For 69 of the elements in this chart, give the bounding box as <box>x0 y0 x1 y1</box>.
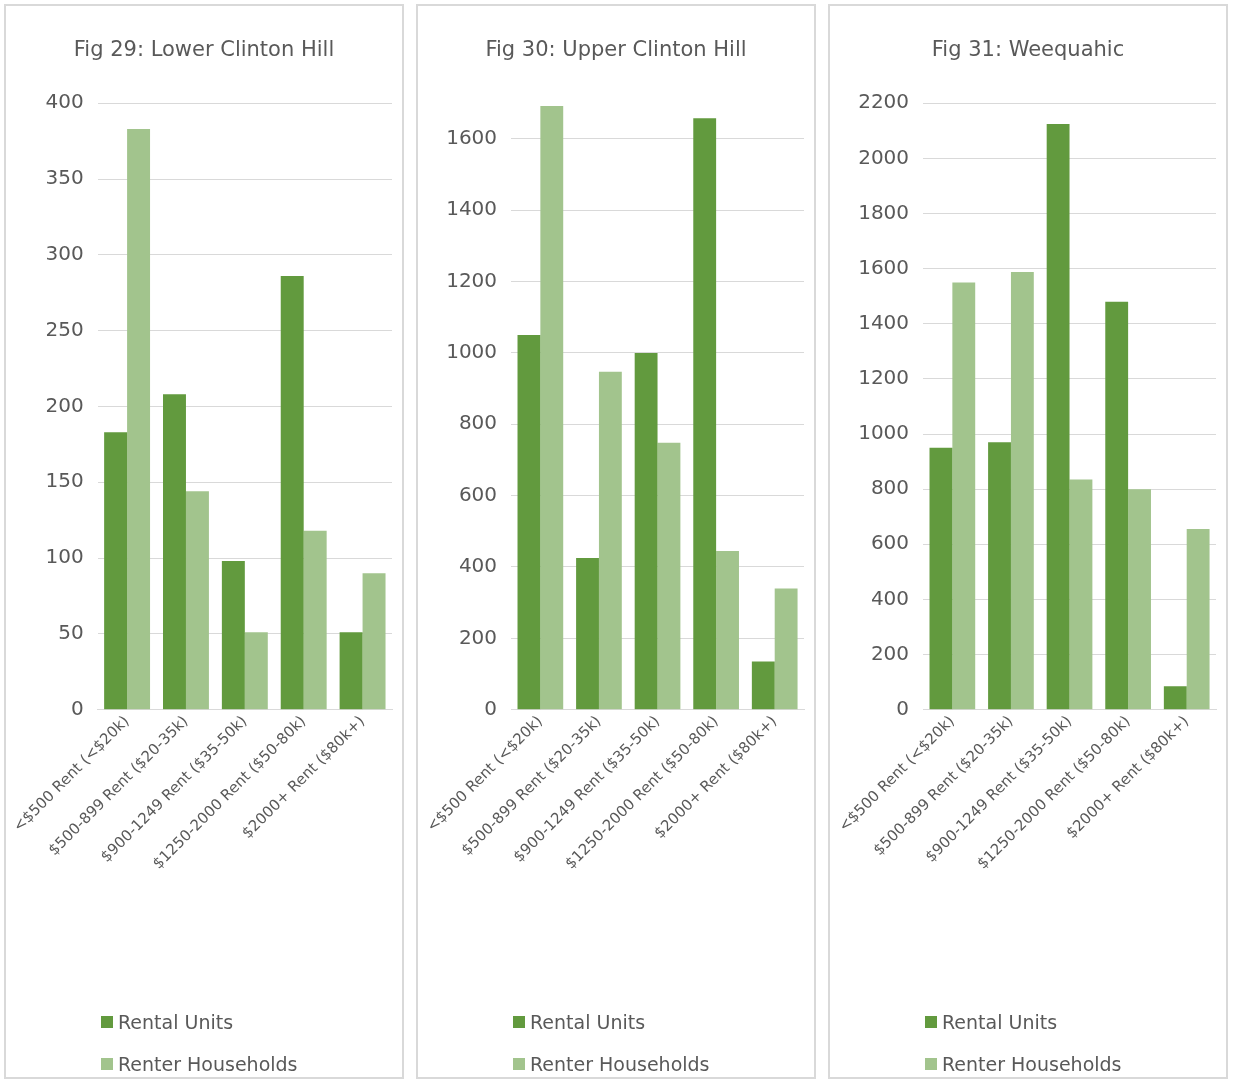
y-tick-label: 250 <box>45 316 84 341</box>
bar <box>1105 301 1129 710</box>
legend-label: Renter Households <box>942 1053 1122 1075</box>
legend-label: Rental Units <box>530 1011 646 1033</box>
legend-label: Rental Units <box>942 1011 1058 1033</box>
bar <box>517 335 541 710</box>
y-tick-label: 1600 <box>858 254 910 279</box>
bar <box>1010 271 1034 710</box>
bar <box>576 558 599 710</box>
bar <box>1186 529 1210 710</box>
bar <box>657 442 681 710</box>
bar <box>540 106 564 710</box>
chart-title: Fig 30: Upper Clinton Hill <box>485 37 747 62</box>
y-tick-label: 100 <box>45 544 84 569</box>
legend-label: Rental Units <box>118 1011 234 1033</box>
bar <box>104 432 128 710</box>
y-tick-label: 1000 <box>446 339 498 364</box>
y-tick-label: 1200 <box>446 267 498 292</box>
y-tick-label: 300 <box>45 241 84 266</box>
bar <box>1163 686 1187 710</box>
bar <box>127 128 151 710</box>
y-tick-label: 50 <box>58 620 84 645</box>
y-tick-label: 800 <box>870 475 910 500</box>
bar <box>1069 479 1093 710</box>
bar <box>339 632 363 710</box>
bar <box>244 632 268 710</box>
y-tick-label: 2000 <box>858 144 910 169</box>
bar <box>952 282 976 710</box>
bar <box>1046 123 1070 710</box>
y-tick-label: 0 <box>896 695 910 720</box>
y-tick-label: 1400 <box>858 309 910 334</box>
chart-title: Fig 29: Lower Clinton Hill <box>73 37 335 62</box>
bar <box>221 561 245 710</box>
y-tick-label: 350 <box>45 165 84 190</box>
bar <box>929 447 953 710</box>
y-tick-label: 400 <box>458 553 498 578</box>
y-tick-label: 200 <box>458 624 498 649</box>
y-tick-label: 600 <box>870 530 910 555</box>
bar <box>163 394 186 710</box>
y-tick-label: 400 <box>870 585 910 610</box>
y-tick-label: 1400 <box>446 196 498 221</box>
bar <box>693 118 717 710</box>
bar <box>303 530 327 710</box>
chart-title: Fig 31: Weequahic <box>931 37 1125 62</box>
bar <box>988 442 1011 710</box>
y-tick-label: 200 <box>45 392 84 417</box>
bar <box>774 588 798 710</box>
bar <box>362 573 386 710</box>
bar <box>716 550 739 710</box>
bar <box>185 491 209 710</box>
bar <box>280 276 304 710</box>
y-tick-label: 200 <box>870 640 910 665</box>
y-tick-label: 800 <box>458 410 498 435</box>
y-tick-label: 150 <box>45 468 84 493</box>
y-tick-label: 1800 <box>858 199 910 224</box>
y-tick-label: 1600 <box>446 125 498 150</box>
y-tick-label: 0 <box>70 695 84 720</box>
bar <box>598 371 622 710</box>
y-tick-label: 0 <box>484 695 498 720</box>
legend-label: Renter Households <box>118 1053 298 1075</box>
y-tick-label: 1200 <box>858 365 910 390</box>
y-tick-label: 600 <box>458 481 498 506</box>
y-tick-label: 2200 <box>858 89 910 114</box>
y-tick-label: 400 <box>45 89 84 114</box>
bar <box>634 352 658 710</box>
y-tick-label: 1000 <box>858 420 910 445</box>
legend-label: Renter Households <box>530 1053 710 1075</box>
bar <box>1128 489 1151 710</box>
bar <box>751 661 775 710</box>
